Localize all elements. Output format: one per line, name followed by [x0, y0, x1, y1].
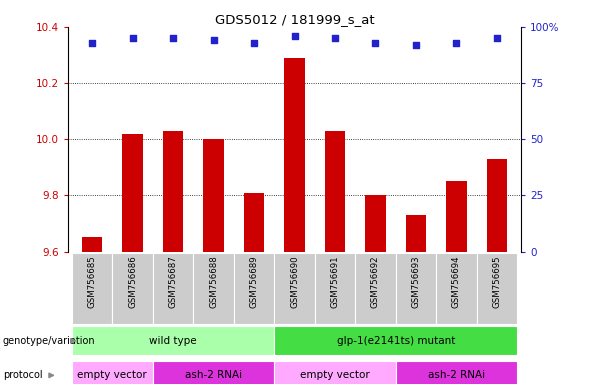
Text: GSM756686: GSM756686	[128, 256, 137, 308]
Text: wild type: wild type	[149, 336, 197, 346]
Text: GSM756688: GSM756688	[209, 256, 218, 308]
FancyBboxPatch shape	[436, 253, 477, 324]
Bar	[203, 139, 224, 252]
Point	[452, 40, 461, 46]
Point	[290, 33, 299, 39]
Point	[371, 40, 380, 46]
Text: empty vector: empty vector	[300, 370, 370, 381]
Bar	[72, 326, 274, 356]
Text: GSM756693: GSM756693	[412, 256, 421, 308]
Text: GSM756685: GSM756685	[88, 256, 97, 308]
Text: GSM756687: GSM756687	[168, 256, 177, 308]
FancyBboxPatch shape	[396, 253, 436, 324]
FancyBboxPatch shape	[153, 253, 193, 324]
Bar	[406, 215, 426, 252]
Bar	[163, 131, 183, 252]
Text: GSM756691: GSM756691	[330, 256, 339, 308]
Bar	[396, 361, 517, 384]
Text: ash-2 RNAi: ash-2 RNAi	[185, 370, 242, 381]
Bar	[274, 361, 396, 384]
Bar	[284, 58, 305, 252]
Text: GSM756690: GSM756690	[290, 256, 299, 308]
FancyBboxPatch shape	[355, 253, 396, 324]
Point	[492, 35, 502, 41]
Text: GSM756695: GSM756695	[492, 256, 501, 308]
Bar	[446, 181, 466, 252]
Bar	[487, 159, 507, 252]
Text: GSM756692: GSM756692	[371, 256, 380, 308]
Bar	[82, 237, 102, 252]
FancyBboxPatch shape	[274, 253, 315, 324]
Bar	[244, 192, 264, 252]
Text: protocol: protocol	[3, 370, 42, 381]
Text: genotype/variation: genotype/variation	[3, 336, 95, 346]
Point	[249, 40, 259, 46]
Bar	[325, 131, 345, 252]
Text: ash-2 RNAi: ash-2 RNAi	[428, 370, 485, 381]
Point	[128, 35, 137, 41]
Point	[330, 35, 340, 41]
Bar	[72, 361, 153, 384]
Text: empty vector: empty vector	[77, 370, 147, 381]
FancyBboxPatch shape	[72, 253, 112, 324]
Bar	[274, 326, 517, 356]
Text: glp-1(e2141ts) mutant: glp-1(e2141ts) mutant	[336, 336, 455, 346]
FancyBboxPatch shape	[193, 253, 234, 324]
Title: GDS5012 / 181999_s_at: GDS5012 / 181999_s_at	[214, 13, 375, 26]
Point	[209, 37, 218, 43]
Bar	[123, 134, 143, 252]
Point	[411, 42, 421, 48]
Text: GSM756694: GSM756694	[452, 256, 461, 308]
FancyBboxPatch shape	[234, 253, 274, 324]
Bar	[365, 195, 386, 252]
Bar	[153, 361, 274, 384]
Point	[87, 40, 97, 46]
FancyBboxPatch shape	[112, 253, 153, 324]
FancyBboxPatch shape	[315, 253, 355, 324]
Text: GSM756689: GSM756689	[250, 256, 259, 308]
Point	[168, 35, 178, 41]
FancyBboxPatch shape	[477, 253, 517, 324]
